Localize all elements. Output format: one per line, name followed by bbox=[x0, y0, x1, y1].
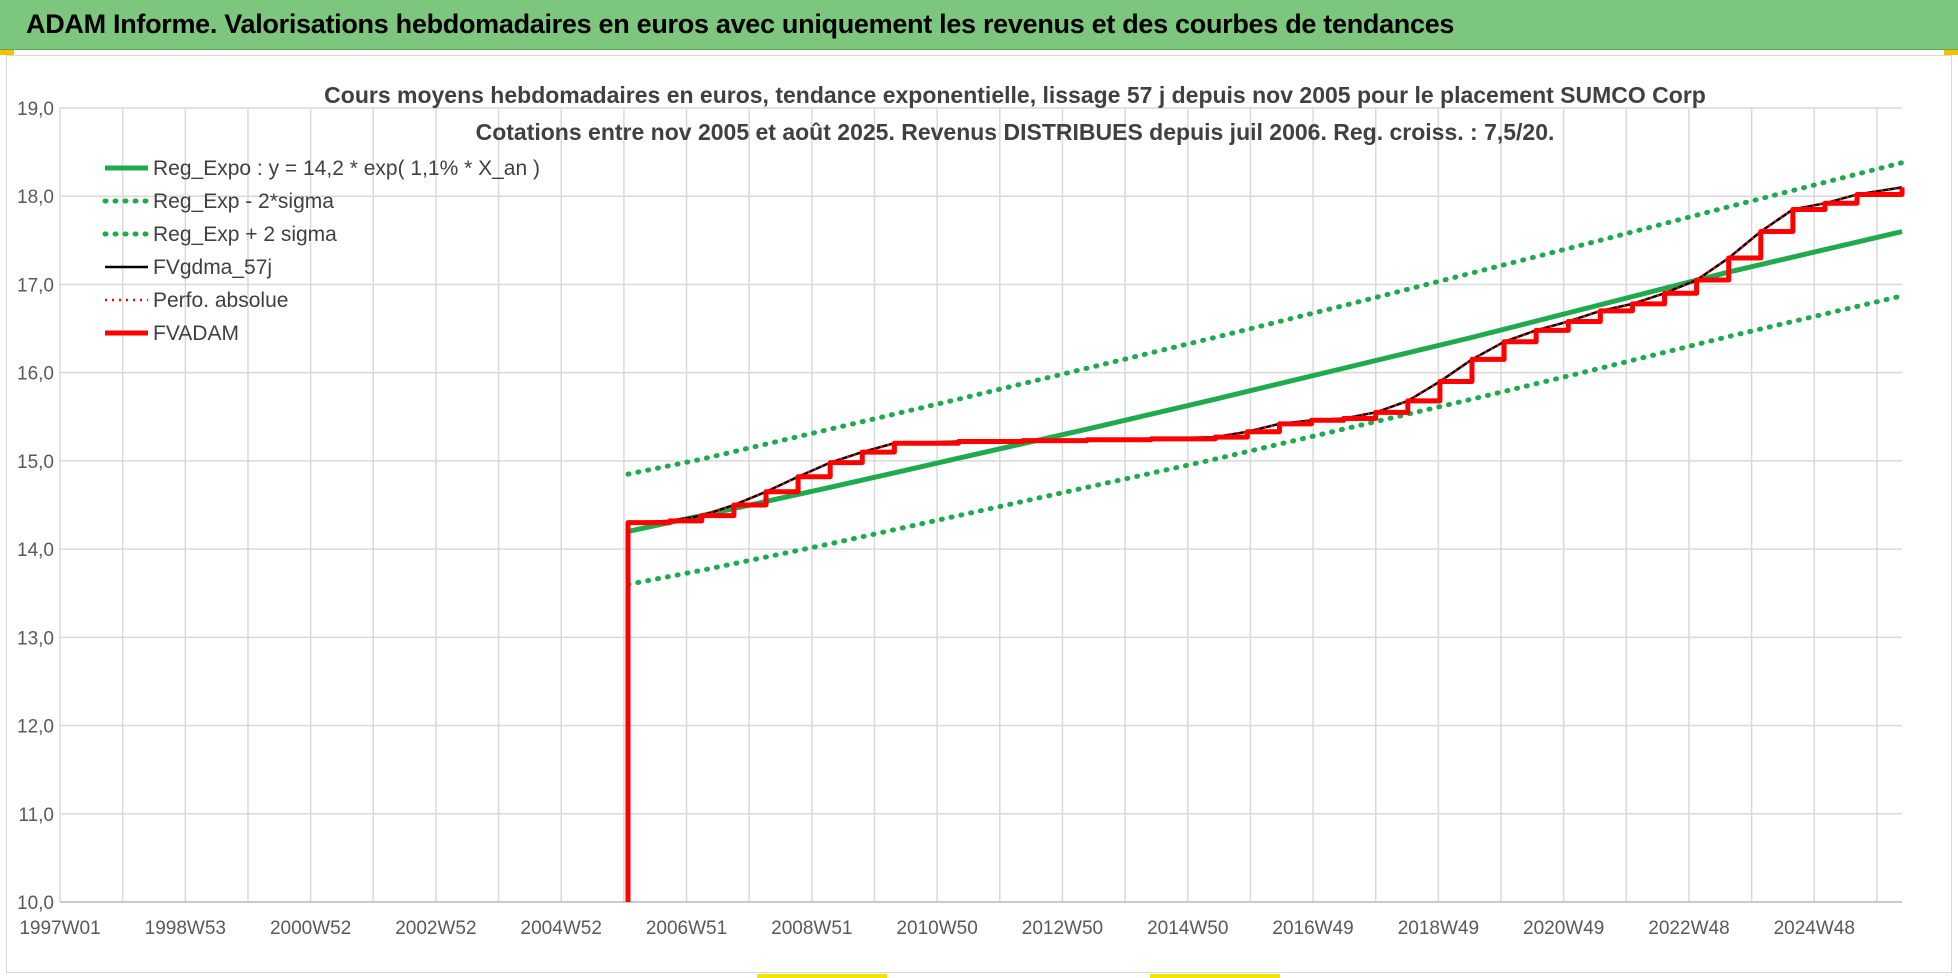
bottom-mark-2 bbox=[1150, 974, 1280, 978]
axis-layer: 10,0 11,0 12,0 13,0 14,0 15,0 16,0 17,0 18,0 19,0… bbox=[17, 99, 1902, 939]
x-tick-label: 2016W49 bbox=[1272, 918, 1353, 939]
y-tick-label: 12,0 bbox=[17, 717, 54, 738]
legend-label: Perfo. absolue bbox=[153, 289, 288, 312]
series-line-0 bbox=[627, 229, 1903, 534]
x-tick-label: 2012W50 bbox=[1022, 918, 1103, 939]
chart-subtitle: Cotations entre nov 2005 et août 2025. R… bbox=[476, 119, 1555, 145]
series-line-4 bbox=[627, 186, 1903, 524]
corner-mark-right bbox=[1944, 50, 1958, 55]
x-tick-label: 2024W48 bbox=[1774, 918, 1855, 939]
report-title: ADAM Informe. Valorisations hebdomadaire… bbox=[26, 9, 1455, 39]
x-tick-label: 2010W50 bbox=[896, 918, 977, 939]
y-tick-label: 15,0 bbox=[17, 452, 54, 473]
legend: Reg_Expo : y = 14,2 * exp( 1,1% * X_an )… bbox=[102, 157, 540, 345]
x-tick-label: 2014W50 bbox=[1147, 918, 1228, 939]
legend-label: FVADAM bbox=[153, 322, 239, 345]
series-line-2 bbox=[625, 160, 1905, 477]
legend-label: Reg_Exp - 2*sigma bbox=[153, 190, 334, 213]
series-line-1 bbox=[625, 293, 1905, 587]
y-tick-label: 18,0 bbox=[17, 187, 54, 208]
x-tick-label: 2020W49 bbox=[1523, 918, 1604, 939]
x-tick-label: 2018W49 bbox=[1398, 918, 1479, 939]
bottom-mark-1 bbox=[757, 974, 887, 978]
x-tick-label: 2004W52 bbox=[521, 918, 602, 939]
chart-frame bbox=[6, 55, 1952, 973]
x-tick-label: 1997W01 bbox=[19, 918, 100, 939]
y-tick-label: 17,0 bbox=[17, 275, 54, 296]
x-tick-label: 2000W52 bbox=[270, 918, 351, 939]
series-line-5 bbox=[625, 187, 1905, 902]
corner-mark-left bbox=[0, 50, 14, 55]
x-tick-label: 1998W53 bbox=[145, 918, 226, 939]
y-tick-label: 10,0 bbox=[17, 893, 54, 914]
chart-title: Cours moyens hebdomadaires en euros, ten… bbox=[324, 82, 1706, 108]
legend-label: FVgdma_57j bbox=[153, 256, 272, 279]
legend-label: Reg_Expo : y = 14,2 * exp( 1,1% * X_an ) bbox=[153, 157, 540, 180]
x-tick-label: 2006W51 bbox=[646, 918, 727, 939]
grid-layer bbox=[59, 107, 1902, 903]
x-tick-label: 2002W52 bbox=[395, 918, 476, 939]
legend-label: Reg_Exp + 2 sigma bbox=[153, 223, 337, 246]
x-tick-label: 2008W51 bbox=[771, 918, 852, 939]
series-line-3 bbox=[627, 186, 1903, 524]
y-tick-label: 13,0 bbox=[17, 628, 54, 649]
report-banner: ADAM Informe. Valorisations hebdomadaire… bbox=[0, 0, 1958, 50]
series-layer bbox=[625, 160, 1905, 902]
y-tick-label: 19,0 bbox=[17, 99, 54, 120]
x-tick-label: 2022W48 bbox=[1648, 918, 1729, 939]
y-tick-label: 14,0 bbox=[17, 540, 54, 561]
y-tick-label: 11,0 bbox=[18, 805, 54, 826]
y-tick-label: 16,0 bbox=[17, 364, 54, 385]
